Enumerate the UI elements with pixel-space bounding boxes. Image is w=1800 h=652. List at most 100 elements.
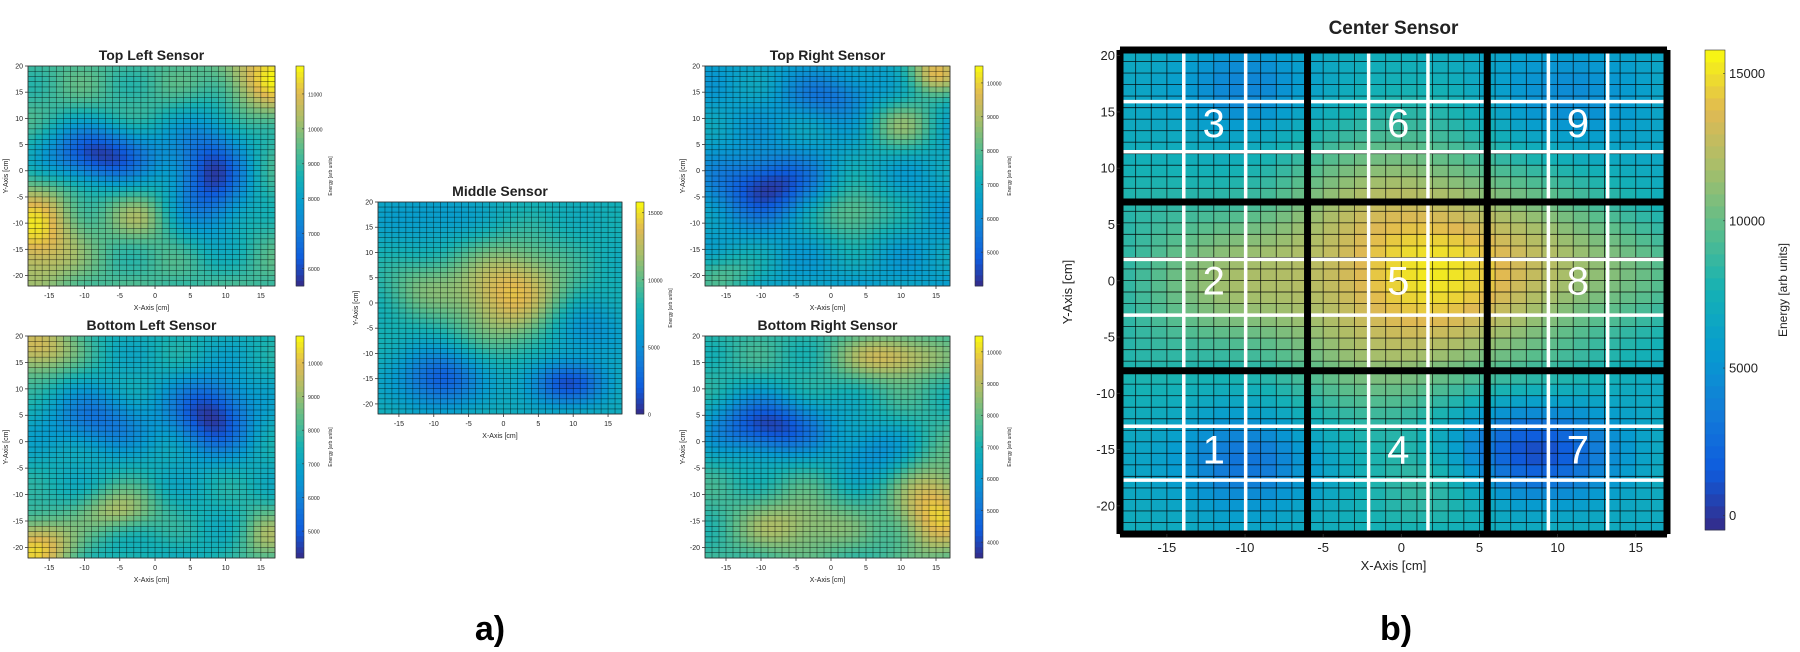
- heatmap-cell: [190, 165, 198, 172]
- heatmap-cell: [190, 388, 198, 395]
- heatmap-cell: [133, 431, 142, 437]
- heatmap-cell: [482, 302, 490, 309]
- heatmap-cell: [260, 254, 269, 261]
- heatmap-cell: [140, 373, 149, 379]
- heatmap-cell: [49, 510, 57, 517]
- heatmap-cell: [49, 86, 57, 93]
- heatmap-cell: [56, 244, 64, 250]
- heatmap-cell: [239, 176, 248, 182]
- heatmap-cell: [119, 155, 128, 161]
- heatmap-cell: [119, 181, 128, 187]
- heatmap-cell: [538, 403, 546, 410]
- heatmap-cell: [35, 478, 43, 485]
- heatmap-cell: [119, 462, 128, 469]
- heatmap-cell: [545, 403, 553, 410]
- heatmap-cell: [147, 436, 156, 443]
- heatmap-cell: [98, 515, 106, 522]
- heatmap-cell: [49, 265, 57, 271]
- heatmap-cell: [482, 272, 490, 279]
- heatmap-cell: [531, 262, 539, 268]
- heatmap-cell: [253, 478, 262, 485]
- heatmap-cell: [35, 425, 43, 432]
- heatmap-cell: [204, 223, 212, 229]
- heatmap-cell: [98, 420, 106, 427]
- heatmap-cell: [147, 489, 156, 495]
- heatmap-cell: [155, 191, 163, 198]
- heatmap-cell: [398, 363, 407, 369]
- heatmap-cell: [112, 431, 121, 437]
- heatmap-cell: [77, 404, 85, 411]
- heatmap-cell: [545, 313, 553, 319]
- heatmap-cell: [176, 196, 184, 203]
- heatmap-cell: [91, 526, 99, 532]
- heatmap-cell: [197, 233, 205, 240]
- heatmap-cell: [503, 403, 511, 410]
- heatmap-cell: [405, 262, 414, 268]
- colorbar-step: [296, 154, 304, 160]
- heatmap-cell: [218, 233, 226, 240]
- heatmap-cell: [49, 420, 57, 427]
- heatmap-cell: [169, 181, 177, 187]
- heatmap-cell: [183, 499, 191, 506]
- heatmap-cell: [204, 270, 212, 276]
- heatmap-cell: [225, 86, 233, 93]
- heatmap-cell: [232, 410, 241, 416]
- heatmap-cell: [98, 521, 106, 527]
- heatmap-cell: [225, 420, 233, 427]
- heatmap-cell: [433, 408, 442, 415]
- heatmap-cell: [447, 212, 455, 218]
- heatmap-cell: [524, 212, 532, 218]
- colorbar-step: [296, 519, 304, 526]
- heatmap-cell: [246, 468, 255, 474]
- heatmap-cell: [482, 358, 490, 364]
- heatmap-cell: [56, 223, 64, 229]
- heatmap-cell: [391, 212, 400, 218]
- heatmap-cell: [112, 341, 121, 347]
- heatmap-cell: [119, 499, 128, 506]
- heatmap-cell: [573, 408, 581, 415]
- colorbar-step: [636, 371, 644, 378]
- heatmap-cell: [384, 358, 393, 364]
- heatmap-cell: [239, 526, 248, 532]
- heatmap-cell: [419, 358, 428, 364]
- heatmap-cell: [133, 346, 142, 353]
- heatmap-cell: [169, 547, 177, 554]
- heatmap-cell: [105, 521, 113, 527]
- heatmap-cell: [63, 515, 71, 522]
- heatmap-cell: [77, 510, 85, 517]
- heatmap-cell: [28, 404, 36, 411]
- heatmap-cell: [147, 113, 156, 119]
- heatmap-cell: [218, 394, 226, 400]
- heatmap-cell: [267, 383, 276, 390]
- heatmap-cell: [482, 267, 490, 273]
- heatmap-cell: [162, 388, 170, 395]
- heatmap-cell: [162, 176, 170, 182]
- x-tick-label: 10: [569, 421, 577, 428]
- heatmap-cell: [112, 97, 121, 103]
- heatmap-cell: [98, 186, 106, 193]
- y-tick-label: 15: [15, 90, 23, 97]
- heatmap-cell: [28, 249, 36, 255]
- heatmap-cell: [246, 249, 255, 255]
- heatmap-cell: [475, 222, 483, 228]
- heatmap-cell: [190, 86, 198, 93]
- heatmap-cell: [190, 362, 198, 369]
- heatmap-cell: [42, 139, 50, 145]
- heatmap-cell: [253, 362, 262, 369]
- heatmap-cell: [232, 447, 241, 453]
- heatmap-cell: [197, 97, 205, 103]
- heatmap-cell: [119, 542, 128, 548]
- heatmap-cell: [140, 367, 149, 374]
- heatmap-cell: [147, 160, 156, 166]
- heatmap-cell: [147, 76, 156, 83]
- heatmap-cell: [225, 526, 233, 532]
- heatmap-cell: [140, 431, 149, 437]
- heatmap-cell: [440, 353, 449, 359]
- heatmap-cell: [84, 351, 92, 358]
- heatmap-cell: [204, 484, 212, 490]
- heatmap-cell: [615, 348, 623, 354]
- heatmap-cell: [49, 92, 57, 98]
- heatmap-cell: [517, 237, 525, 243]
- heatmap-cell: [42, 378, 50, 384]
- heatmap-cell: [510, 313, 518, 319]
